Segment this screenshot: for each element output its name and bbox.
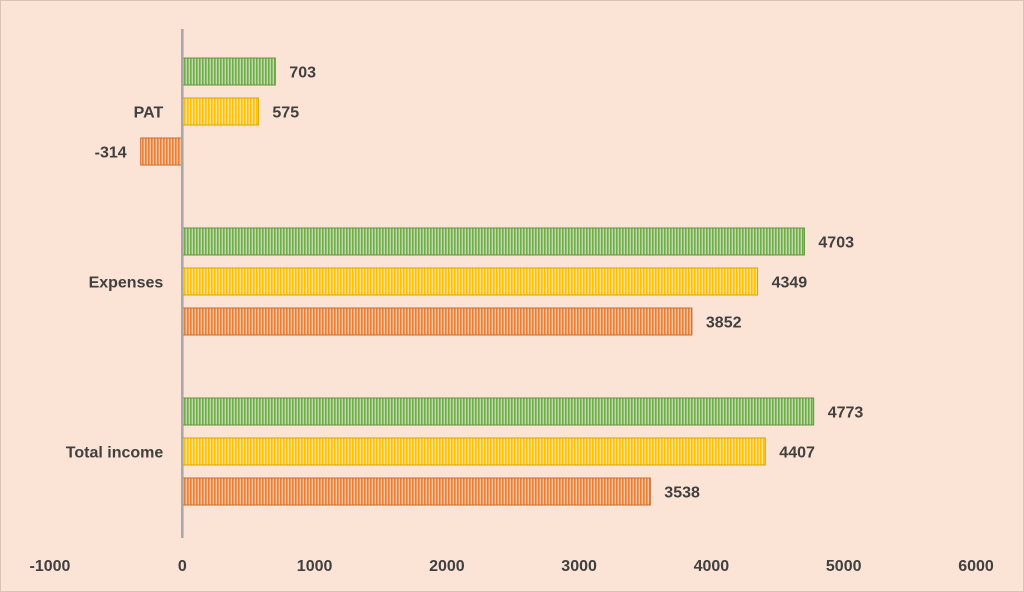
bar-total-income-s2 — [181, 437, 766, 466]
x-tick-label: -1000 — [30, 558, 71, 575]
bars-layer — [140, 57, 815, 506]
data-label: 4773 — [828, 405, 864, 422]
data-label: 4703 — [818, 235, 854, 252]
x-tick-label: 0 — [178, 558, 187, 575]
bar-expenses-s3 — [181, 307, 693, 336]
bar-total-income-s1 — [181, 397, 815, 426]
x-tick-label: 6000 — [958, 558, 994, 575]
bar-total-income-s3 — [181, 477, 651, 506]
data-label: -314 — [95, 145, 127, 162]
data-label: 3852 — [706, 315, 742, 332]
x-tick-label: 5000 — [826, 558, 862, 575]
data-label: 4349 — [772, 275, 808, 292]
bar-expenses-s1 — [181, 227, 805, 256]
data-label: 575 — [272, 105, 299, 122]
x-tick-label: 1000 — [297, 558, 333, 575]
x-tick-label: 2000 — [429, 558, 465, 575]
category-label: Expenses — [89, 275, 164, 292]
data-label: 4407 — [779, 445, 815, 462]
bar-pat-s2 — [181, 97, 259, 126]
bar-expenses-s2 — [181, 267, 759, 296]
category-label: PAT — [134, 105, 164, 122]
data-label: 703 — [289, 65, 316, 82]
bar-pat-s3 — [140, 137, 183, 166]
data-label: 3538 — [664, 485, 700, 502]
x-tick-label: 3000 — [561, 558, 597, 575]
x-tick-label: 4000 — [694, 558, 730, 575]
bar-pat-s1 — [181, 57, 276, 86]
x-axis-ticks: -1000 0 1000 2000 3000 4000 5000 6000 — [30, 558, 994, 575]
labels-layer: 703 575 -314 PAT 4703 4349 3852 Expenses 4773 440… — [66, 65, 864, 502]
category-label: Total income — [66, 445, 164, 462]
